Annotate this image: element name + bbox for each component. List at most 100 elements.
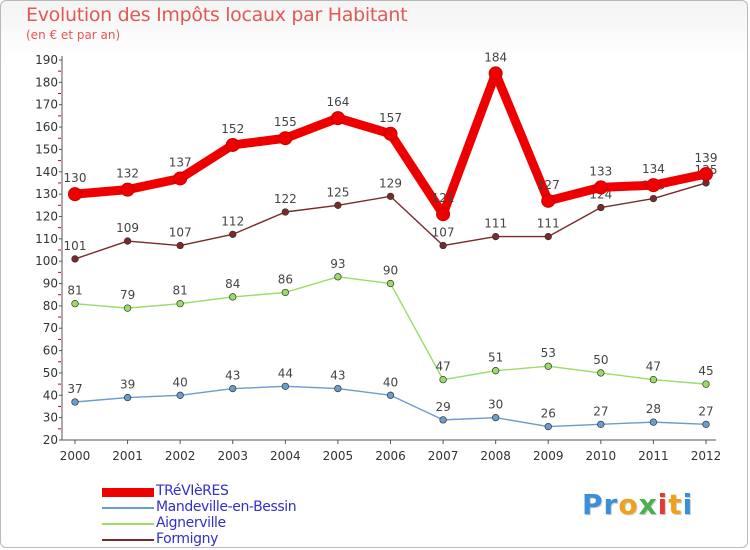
legend-item: Mandeville-en-Bessin (102, 499, 362, 516)
legend-label: TRéVIèRES (156, 483, 229, 499)
data-label: 81 (67, 284, 82, 298)
y-tick-label: 120 (35, 209, 58, 223)
data-point (386, 192, 395, 201)
y-tick-label: 190 (35, 53, 58, 67)
legend-item: Formigny (102, 531, 362, 548)
y-tick-label: 50 (43, 366, 58, 380)
y-tick-label: 150 (35, 142, 58, 156)
data-label: 30 (488, 398, 503, 412)
data-label: 107 (169, 226, 192, 240)
data-point (176, 299, 184, 308)
data-label: 111 (537, 217, 560, 231)
legend-swatch (102, 523, 154, 525)
data-point (68, 187, 82, 202)
x-tick-label: 2007 (428, 449, 459, 463)
data-label: 129 (379, 176, 402, 190)
chart-title: Evolution des Impôts locaux par Habitant (26, 4, 408, 26)
data-point (544, 422, 552, 431)
data-label: 109 (116, 221, 139, 235)
data-label: 164 (326, 95, 349, 109)
data-label: 157 (379, 111, 402, 125)
data-point (334, 201, 342, 209)
data-label: 152 (221, 122, 244, 136)
data-point (439, 416, 447, 424)
y-tick-label: 80 (43, 299, 58, 313)
legend-label: Formigny (156, 531, 219, 547)
data-label: 39 (120, 378, 135, 392)
data-label: 27 (698, 404, 713, 418)
x-tick-label: 2005 (323, 449, 354, 463)
data-point (646, 178, 661, 193)
data-point (281, 208, 289, 216)
data-point (281, 382, 289, 391)
x-tick-label: 2002 (165, 449, 196, 463)
data-point (176, 241, 184, 250)
data-label: 79 (120, 288, 135, 302)
x-tick-label: 2009 (533, 449, 564, 463)
data-point (386, 279, 395, 288)
data-label: 81 (173, 284, 188, 298)
data-label: 101 (64, 239, 87, 253)
data-label: 127 (537, 178, 560, 192)
data-point (597, 369, 605, 377)
data-point (330, 111, 345, 126)
data-label: 27 (593, 404, 608, 418)
data-point (123, 393, 132, 402)
logo-letter: P (582, 488, 604, 521)
y-tick-label: 180 (35, 75, 58, 89)
data-label: 40 (383, 375, 398, 389)
data-label: 43 (225, 369, 240, 383)
data-label: 111 (484, 217, 507, 231)
y-tick-label: 30 (43, 411, 58, 425)
legend-item: TRéVIèRES (102, 483, 362, 500)
logo-letter: o (618, 488, 639, 521)
data-point (649, 194, 658, 203)
data-point (649, 418, 658, 426)
data-label: 93 (330, 257, 345, 271)
x-tick-label: 2001 (112, 449, 143, 463)
data-point (229, 384, 237, 393)
data-label: 121 (432, 191, 455, 205)
x-tick-label: 2006 (375, 449, 406, 463)
data-label: 37 (67, 382, 82, 396)
x-tick-label: 2008 (480, 449, 511, 463)
data-label: 155 (274, 115, 297, 129)
data-label: 44 (278, 366, 293, 380)
x-tick-label: 2011 (638, 449, 669, 463)
data-point (383, 126, 398, 141)
data-label: 40 (173, 375, 188, 389)
data-label: 51 (488, 351, 503, 365)
data-point (492, 367, 500, 375)
data-label: 133 (589, 164, 612, 178)
legend-swatch (102, 487, 154, 497)
data-label: 137 (169, 155, 192, 169)
data-point (71, 398, 79, 406)
data-label: 122 (274, 192, 297, 206)
data-label: 43 (330, 369, 345, 383)
data-point (278, 131, 293, 146)
y-tick-label: 160 (35, 120, 58, 134)
legend-item: Aignerville (102, 515, 362, 532)
y-tick-label: 100 (35, 254, 58, 268)
data-label: 28 (646, 402, 661, 416)
y-tick-label: 40 (43, 388, 58, 402)
y-tick-label: 60 (43, 344, 58, 358)
data-label: 84 (225, 277, 240, 291)
data-point (492, 413, 500, 422)
legend-swatch (102, 507, 154, 509)
data-point (544, 362, 552, 370)
data-point (597, 420, 605, 429)
chart-legend: TRéVIèRES Mandeville-en-Bessin Aignerville… (102, 483, 362, 548)
data-label: 125 (326, 185, 349, 199)
data-point (225, 137, 240, 152)
data-label: 139 (695, 151, 718, 165)
data-label: 112 (221, 214, 244, 228)
data-label: 90 (383, 264, 398, 278)
data-label: 184 (484, 50, 507, 64)
logo-letter: r (603, 488, 619, 521)
data-point (544, 232, 552, 241)
data-label: 29 (435, 400, 450, 414)
data-label: 50 (593, 353, 608, 367)
data-label: 86 (278, 272, 293, 286)
